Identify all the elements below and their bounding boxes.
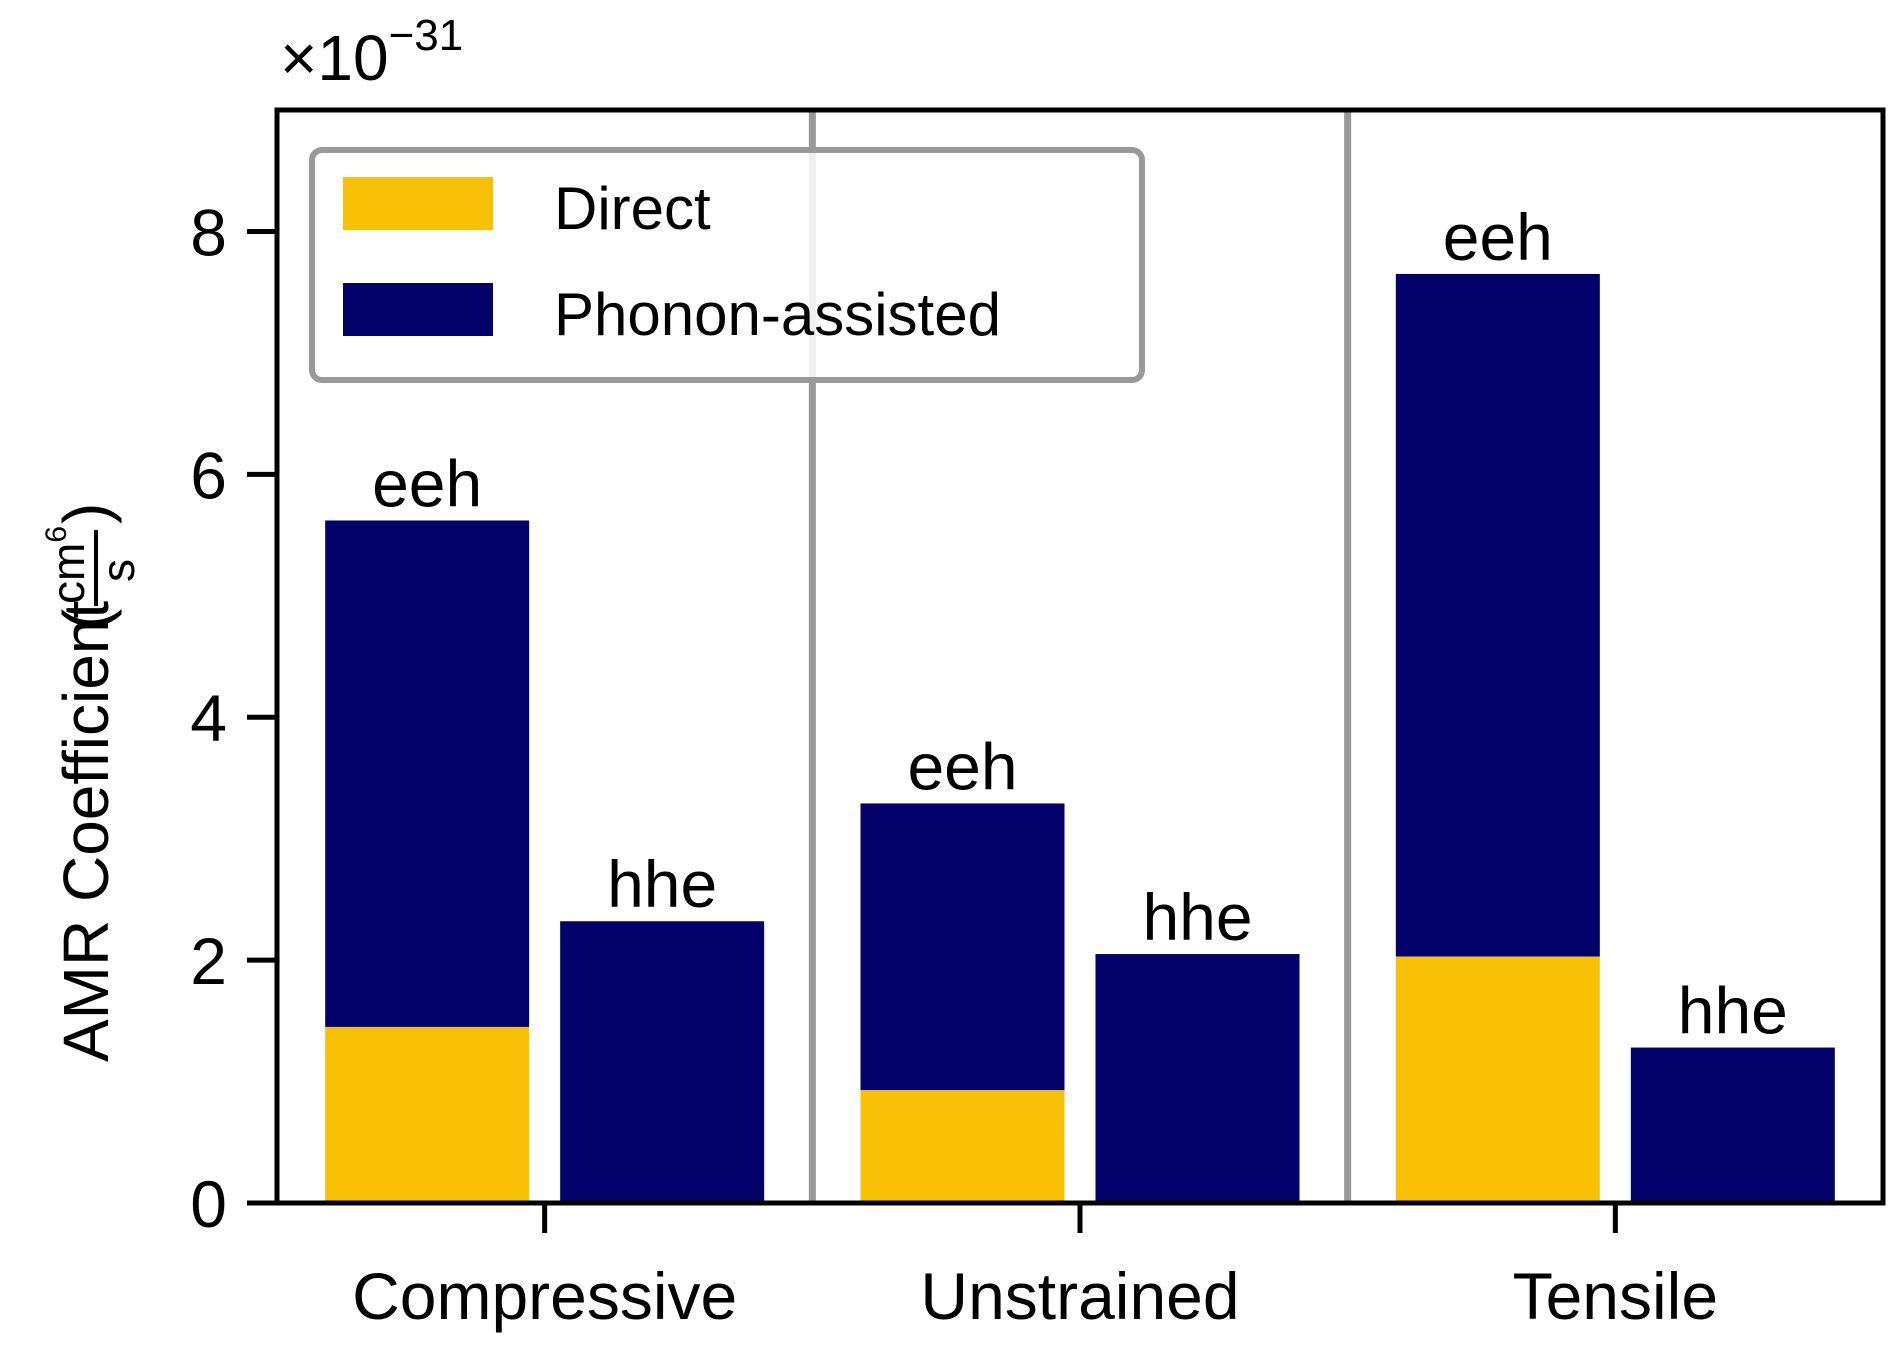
bar-compressive-eeh-phonon-assisted xyxy=(325,520,530,1027)
y-tick-label-4: 4 xyxy=(190,681,227,755)
y-axis-label: AMR Coefficient ( cm6 s ) xyxy=(40,503,144,1062)
bar-compressive-hhe-phonon-assisted xyxy=(560,921,765,1203)
y-axis-label-text: AMR Coefficient xyxy=(50,601,122,1062)
y-axis-unit-open-paren: ( xyxy=(50,609,122,630)
bar-label-tensile-hhe: hhe xyxy=(1678,974,1788,1048)
axes-layer: Compressive Unstrained Tensile 0 2 4 6 8 xyxy=(190,107,1886,1333)
bar-label-compressive-eeh: eeh xyxy=(372,446,482,520)
bar-tensile-eeh-phonon-assisted xyxy=(1395,273,1600,957)
legend: Direct Phonon-assisted xyxy=(309,147,1145,383)
y-tick-label-2: 2 xyxy=(190,924,227,998)
bar-tensile-hhe-phonon-assisted xyxy=(1630,1047,1835,1203)
bar-label-unstrained-hhe: hhe xyxy=(1142,880,1252,954)
bars-layer xyxy=(325,273,1835,1203)
legend-label-phonon-assisted: Phonon-assisted xyxy=(554,281,1001,348)
y-tick-label-8: 8 xyxy=(190,195,227,269)
legend-box xyxy=(309,147,1145,383)
bar-label-unstrained-eeh: eeh xyxy=(907,729,1017,803)
y-axis-unit-numerator: cm6 xyxy=(40,526,94,604)
bar-compressive-eeh-direct xyxy=(325,1026,530,1203)
bar-labels-layer: eeh hhe eeh hhe eeh hhe xyxy=(372,200,1788,1048)
y-axis-unit-denominator: s xyxy=(92,559,144,582)
y-tick-label-0: 0 xyxy=(190,1167,227,1241)
legend-label-direct: Direct xyxy=(554,175,711,242)
bar-tensile-eeh-direct xyxy=(1395,956,1600,1203)
bar-label-compressive-hhe: hhe xyxy=(607,847,717,921)
x-tick-label-unstrained: Unstrained xyxy=(920,1259,1239,1333)
legend-swatch-direct xyxy=(343,177,493,230)
x-tick-label-tensile: Tensile xyxy=(1513,1259,1718,1333)
bar-unstrained-eeh-phonon-assisted xyxy=(860,803,1065,1091)
x-tick-label-compressive: Compressive xyxy=(352,1259,737,1333)
svg-text:×10−31: ×10−31 xyxy=(280,11,463,94)
y-axis-unit-close-paren: ) xyxy=(50,503,122,524)
bar-label-tensile-eeh: eeh xyxy=(1443,200,1553,274)
scale-offset-exponent: −31 xyxy=(389,11,464,60)
scale-offset-prefix: ×10 xyxy=(280,22,389,94)
plot-frame xyxy=(274,107,1886,1206)
scale-offset-label: ×10−31 xyxy=(280,11,463,94)
legend-swatch-phonon-assisted xyxy=(343,283,493,336)
bar-unstrained-eeh-direct xyxy=(860,1090,1065,1203)
y-tick-label-6: 6 xyxy=(190,438,227,512)
bar-unstrained-hhe-phonon-assisted xyxy=(1095,954,1300,1203)
